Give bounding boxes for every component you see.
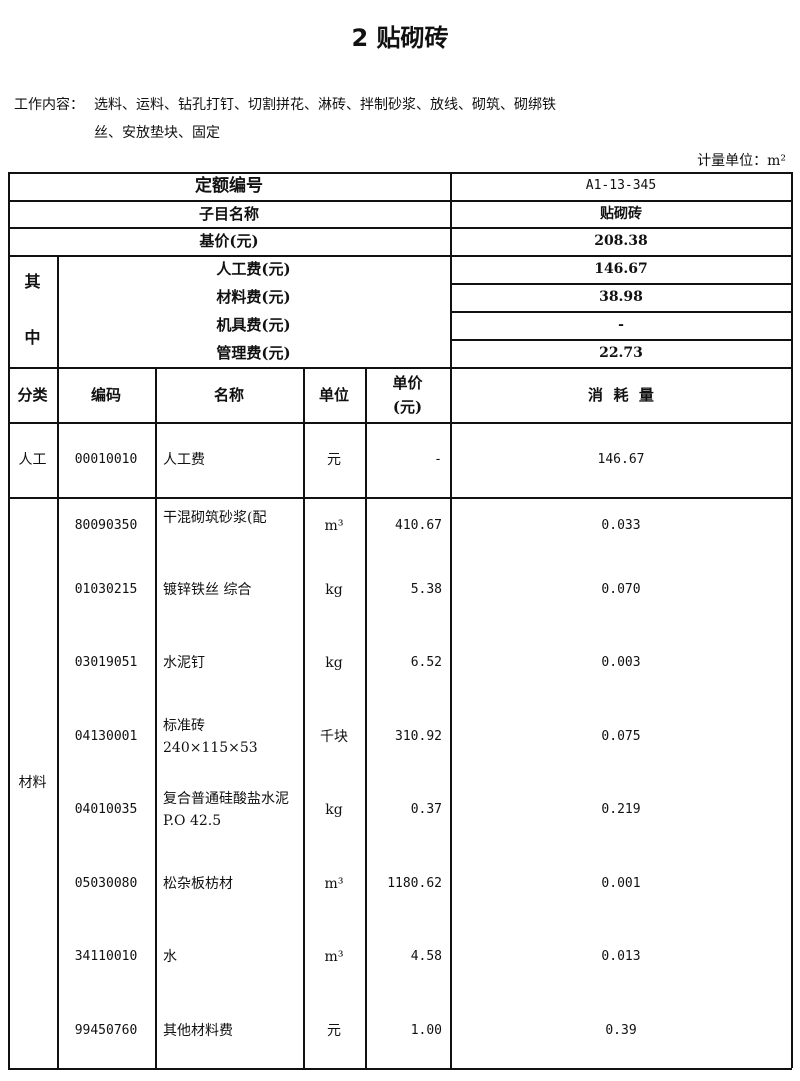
material-unit: m³ — [324, 518, 344, 534]
material-price: 5.38 — [410, 581, 442, 597]
quota-number-label: 定额编号 — [195, 176, 263, 196]
material-name: 标准砖 240×115×53 — [163, 717, 258, 756]
header-category: 分类 — [17, 385, 48, 404]
table-rule — [450, 311, 792, 313]
labor-name: 人工费 — [163, 451, 205, 468]
material-price: 4.58 — [410, 949, 442, 965]
material-name: 水泥钉 — [163, 655, 205, 672]
machine-cost-label: 机具费(元) — [216, 316, 291, 334]
table-top-border — [8, 172, 792, 174]
material-code: 05030080 — [74, 875, 138, 891]
table-rule — [57, 255, 59, 367]
labor-quantity: 146.67 — [597, 451, 645, 467]
header-price-unit: (元) — [392, 398, 423, 416]
table-rule — [57, 367, 59, 1068]
table-bottom-border — [8, 1068, 792, 1070]
material-price: 310.92 — [395, 728, 442, 744]
header-consumption: 消 耗 量 — [588, 385, 654, 404]
labor-unit: 元 — [327, 451, 341, 468]
quota-number-value: A1-13-345 — [585, 178, 657, 193]
material-code: 34110010 — [74, 949, 138, 965]
table-rule — [303, 367, 305, 1068]
material-price: 1.00 — [410, 1022, 442, 1038]
machine-cost-value: - — [618, 317, 624, 333]
header-unit: 单位 — [318, 385, 349, 404]
material-code: 80090350 — [74, 518, 138, 533]
table-rule — [8, 367, 792, 369]
material-code: 04010035 — [74, 802, 138, 818]
table-rule — [8, 422, 792, 424]
base-price-label: 基价(元) — [199, 232, 259, 250]
material-unit: kg — [325, 802, 343, 819]
material-quantity: 0.033 — [601, 518, 641, 533]
material-unit: 千块 — [320, 728, 348, 745]
labor-price: - — [434, 451, 442, 467]
management-cost-value: 22.73 — [599, 345, 643, 361]
labor-category: 人工 — [18, 451, 47, 468]
table-rule — [8, 227, 792, 229]
work-content-label: 工作内容： — [14, 97, 84, 113]
material-price: 410.67 — [395, 518, 442, 533]
of-which-label-2: 中 — [24, 328, 41, 347]
table-rule — [8, 172, 10, 1068]
material-name: 干混砌筑砂浆(配 — [163, 510, 267, 526]
table-rule — [8, 255, 792, 257]
item-name-value: 贴砌砖 — [600, 205, 642, 222]
material-unit: kg — [325, 581, 343, 598]
table-rule — [450, 283, 792, 285]
material-quantity: 0.219 — [601, 802, 641, 818]
material-unit: m³ — [324, 949, 344, 966]
table-rule — [791, 172, 793, 1068]
material-cost-label: 材料费(元) — [216, 288, 291, 306]
work-content-line1: 选料、运料、钻孔打钉、切割拼花、淋砖、拌制砂浆、放线、砌筑、砌绑铁 — [94, 97, 556, 113]
material-quantity: 0.075 — [601, 728, 641, 744]
material-price: 0.37 — [410, 802, 442, 818]
item-name-label: 子目名称 — [198, 204, 259, 223]
material-code: 99450760 — [74, 1022, 138, 1038]
base-price-value: 208.38 — [594, 233, 648, 249]
labor-cost-label: 人工费(元) — [216, 260, 291, 278]
material-unit: kg — [325, 655, 343, 672]
material-quantity: 0.001 — [601, 875, 641, 891]
material-name: 松杂板枋材 — [163, 875, 233, 892]
header-price: 单价 — [392, 374, 423, 392]
material-quantity: 0.013 — [601, 949, 641, 965]
material-name: 镀锌铁丝 综合 — [163, 581, 252, 598]
material-quantity: 0.003 — [601, 655, 641, 671]
materials-category: 材料 — [18, 774, 47, 791]
table-rule — [450, 172, 452, 367]
labor-code: 00010010 — [74, 451, 138, 467]
material-name: 复合普通硅酸盐水泥 P.O 42.5 — [163, 791, 289, 830]
header-code: 编码 — [90, 385, 121, 404]
work-content-line2: 丝、安放垫块、固定 — [94, 125, 220, 141]
material-quantity: 0.070 — [601, 581, 641, 597]
labor-cost-value: 146.67 — [594, 261, 648, 277]
material-quantity: 0.39 — [605, 1022, 637, 1038]
material-name: 其他材料费 — [163, 1022, 233, 1039]
material-unit: 元 — [327, 1022, 341, 1039]
header-name: 名称 — [213, 385, 244, 404]
material-price: 1180.62 — [387, 875, 442, 891]
of-which-label-1: 其 — [24, 272, 41, 291]
material-price: 6.52 — [410, 655, 442, 671]
material-cost-value: 38.98 — [599, 289, 643, 305]
material-code: 03019051 — [74, 655, 138, 671]
material-code: 01030215 — [74, 581, 138, 597]
table-rule — [365, 367, 367, 1068]
table-rule — [450, 367, 452, 1068]
material-name: 水 — [163, 949, 177, 966]
management-cost-label: 管理费(元) — [216, 344, 291, 362]
table-rule — [8, 200, 792, 202]
material-unit: m³ — [324, 875, 344, 892]
table-rule — [8, 497, 792, 499]
material-code: 04130001 — [74, 728, 138, 744]
page-title: 2 贴砌砖 — [351, 24, 449, 52]
table-rule — [155, 367, 157, 1068]
table-rule — [450, 339, 792, 341]
unit-label: 计量单位：m² — [697, 153, 786, 169]
